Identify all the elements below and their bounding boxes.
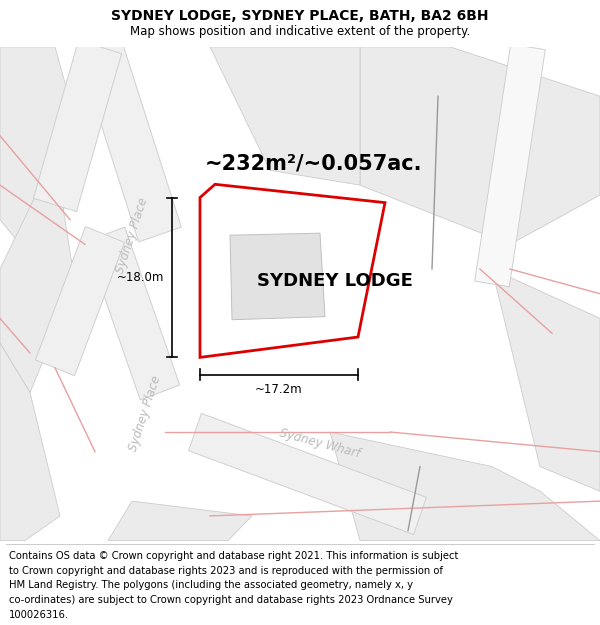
Polygon shape <box>34 40 122 211</box>
Polygon shape <box>85 227 180 400</box>
Text: ~18.0m: ~18.0m <box>116 271 164 284</box>
Text: Sydney Place: Sydney Place <box>113 196 151 275</box>
Text: ~17.2m: ~17.2m <box>255 383 303 396</box>
Text: ~232m²/~0.057ac.: ~232m²/~0.057ac. <box>205 154 422 174</box>
Text: to Crown copyright and database rights 2023 and is reproduced with the permissio: to Crown copyright and database rights 2… <box>9 566 443 576</box>
Polygon shape <box>200 184 385 358</box>
Text: SYDNEY LODGE: SYDNEY LODGE <box>257 272 413 290</box>
Polygon shape <box>360 47 600 244</box>
Text: 100026316.: 100026316. <box>9 610 69 620</box>
Text: SYDNEY LODGE, SYDNEY PLACE, BATH, BA2 6BH: SYDNEY LODGE, SYDNEY PLACE, BATH, BA2 6B… <box>111 9 489 23</box>
Polygon shape <box>0 343 60 541</box>
Polygon shape <box>492 269 600 491</box>
Polygon shape <box>475 44 545 287</box>
Polygon shape <box>79 39 181 242</box>
Polygon shape <box>0 156 75 392</box>
Polygon shape <box>188 413 427 534</box>
Polygon shape <box>330 432 600 541</box>
Text: Map shows position and indicative extent of the property.: Map shows position and indicative extent… <box>130 24 470 38</box>
Polygon shape <box>0 47 85 269</box>
Polygon shape <box>210 47 360 185</box>
Polygon shape <box>108 501 252 541</box>
Text: co-ordinates) are subject to Crown copyright and database rights 2023 Ordnance S: co-ordinates) are subject to Crown copyr… <box>9 595 453 605</box>
Text: Sydney Wharf: Sydney Wharf <box>278 427 362 461</box>
Polygon shape <box>35 226 125 376</box>
Text: Sydney Place: Sydney Place <box>127 374 163 453</box>
Text: HM Land Registry. The polygons (including the associated geometry, namely x, y: HM Land Registry. The polygons (includin… <box>9 580 413 590</box>
Polygon shape <box>230 233 325 320</box>
Text: Contains OS data © Crown copyright and database right 2021. This information is : Contains OS data © Crown copyright and d… <box>9 551 458 561</box>
